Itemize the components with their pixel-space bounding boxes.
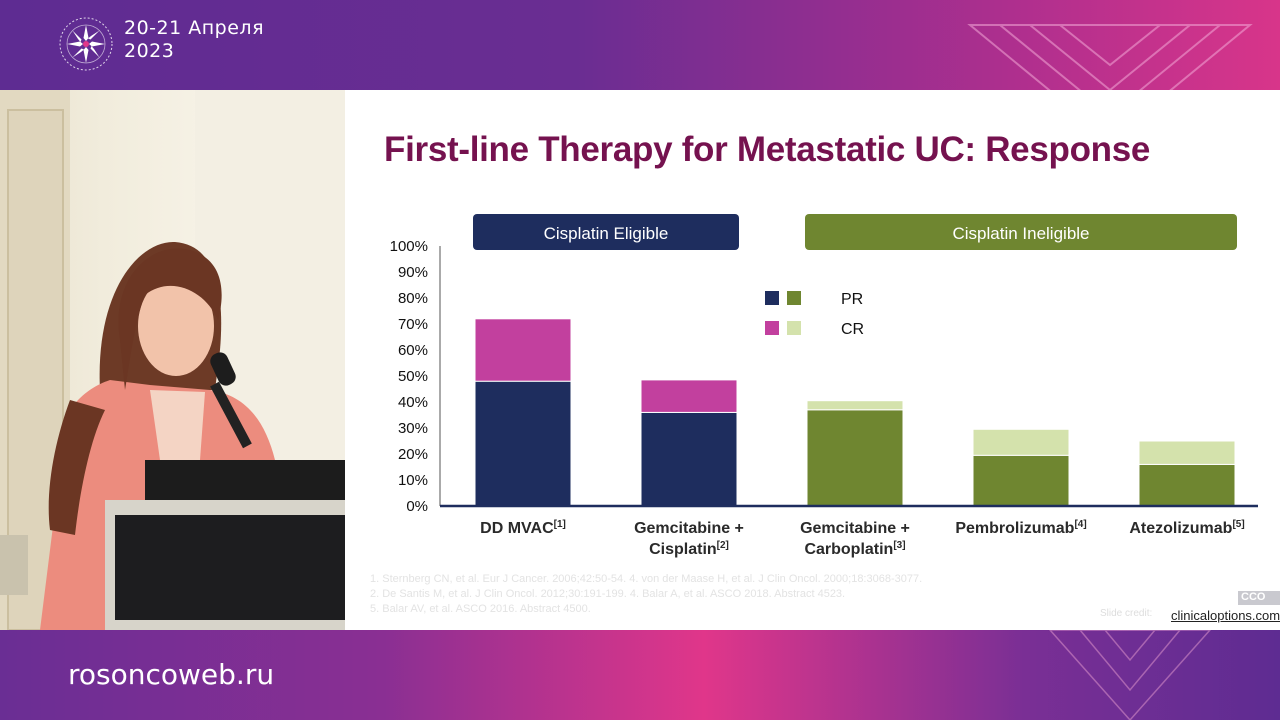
triangle-decoration-bottom-icon [1048,630,1212,720]
references: 1. Sternberg CN, et al. Eur J Cancer. 20… [370,572,922,617]
response-bar-chart: 0% 10% 20% 30% 40% 50% 60% 70% 80% 90% 100% DD MVAC… [390,214,1258,558]
x-category-label: DD MVAC[1] [480,519,566,537]
y-tick-label: 10% [398,472,428,489]
presentation-slide: First-line Therapy for Metastatic UC: Re… [345,90,1280,630]
speaker-illustration [0,90,345,630]
event-date-line-2: 2023 [124,40,175,62]
bar-cr-2 [806,400,904,411]
bar-cr-4 [1138,440,1236,465]
y-tick-label: 30% [398,420,428,437]
bar-pr-4 [1138,463,1236,507]
y-tick-label: 80% [398,290,428,307]
y-tick-label: 60% [398,342,428,359]
website-url[interactable]: rosoncoweb.ru [68,658,275,691]
y-tick-label: 20% [398,446,428,463]
x-category-label: Atezolizumab[5] [1129,519,1244,537]
y-tick-label: 70% [398,316,428,333]
group-header-label: Cisplatin Ineligible [952,224,1089,243]
event-header-bar [0,0,1280,90]
legend-swatch [787,291,801,305]
legend-swatch [765,291,779,305]
y-tick-label: 100% [390,238,428,255]
legend-swatch [765,321,779,335]
reference-line-2: 2. De Santis M, et al. J Clin Oncol. 201… [370,588,846,600]
group-header-label: Cisplatin Eligible [544,224,669,243]
source-link[interactable]: clinicaloptions.com [1171,608,1280,623]
legend-label: PR [841,291,863,308]
event-date-line-1: 20-21 Апреля [124,17,264,39]
y-tick-label: 50% [398,368,428,385]
bar-cr-1 [640,379,738,413]
y-tick-label: 0% [406,498,428,515]
event-date: 20-21 Апреля 2023 [124,17,264,63]
event-footer-bar [0,630,1280,720]
legend-swatch [787,321,801,335]
bar-pr-2 [806,409,904,507]
x-category-label: Gemcitabine + Carboplatin[3] [800,520,910,558]
reference-line-1: 1. Sternberg CN, et al. Eur J Cancer. 20… [370,573,923,585]
bar-pr-0 [474,380,572,507]
group-header-box-0 [473,214,739,250]
triangle-decoration-icon [967,24,1253,90]
legend-label: CR [841,321,864,338]
speaker-video [0,90,345,630]
x-category-label: Pembrolizumab[4] [955,519,1086,537]
y-tick-label: 90% [398,264,428,281]
reference-line-3: 5. Balar AV, et al. ASCO 2016. Abstract … [370,603,591,615]
cco-logo-text: CCO [1241,591,1266,603]
bar-pr-1 [640,411,738,507]
group-header-box-1 [805,214,1237,250]
slide-title: First-line Therapy for Metastatic UC: Re… [384,130,1151,169]
conference-logo-icon [59,17,113,71]
bar-cr-0 [474,318,572,382]
y-tick-label: 40% [398,394,428,411]
source-label: Slide credit: [1100,608,1153,619]
x-category-label: Gemcitabine + Cisplatin[2] [634,520,744,558]
bar-pr-3 [972,454,1070,507]
bar-cr-3 [972,428,1070,456]
cco-logo: CCO [1238,591,1280,605]
